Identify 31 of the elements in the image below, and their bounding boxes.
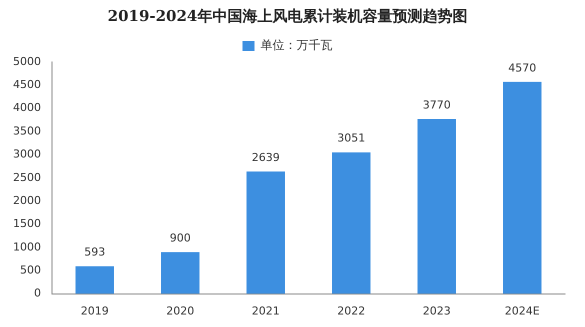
y-tick-label: 2500 <box>12 170 41 184</box>
x-tick-label: 2019 <box>80 304 109 318</box>
bar <box>503 82 542 294</box>
data-label: 900 <box>170 231 191 244</box>
y-tick-label: 2000 <box>12 194 41 207</box>
legend-label: 单位：万千瓦 <box>260 38 332 52</box>
x-tick-label: 2023 <box>422 304 451 318</box>
data-label: 4570 <box>508 61 536 74</box>
data-label: 3051 <box>337 132 366 145</box>
data-label: 593 <box>84 246 106 259</box>
y-tick-label: 3500 <box>12 124 41 138</box>
y-tick-label: 1500 <box>12 217 41 230</box>
bar <box>418 119 456 294</box>
y-tick-label: 4500 <box>12 78 41 92</box>
bar <box>246 171 285 294</box>
x-tick-label: 2022 <box>337 304 366 318</box>
data-label: 2639 <box>252 150 280 164</box>
chart-title: 2019-2024年中国海上风电累计装机容量预测趋势图 <box>108 6 468 25</box>
y-tick-label: 0 <box>34 286 41 300</box>
x-tick-label: 2024E <box>504 304 540 318</box>
bar <box>161 252 200 294</box>
y-tick-label: 5000 <box>12 54 41 68</box>
x-tick-label: 2020 <box>166 304 194 318</box>
x-tick-label: 2021 <box>252 304 280 318</box>
bar <box>76 266 114 294</box>
y-tick-label: 1000 <box>12 240 41 254</box>
data-label: 3770 <box>422 98 451 112</box>
y-tick-label: 3000 <box>12 148 41 161</box>
bar <box>332 152 370 294</box>
y-tick-label: 4000 <box>12 101 41 114</box>
y-tick-label: 500 <box>20 263 41 276</box>
